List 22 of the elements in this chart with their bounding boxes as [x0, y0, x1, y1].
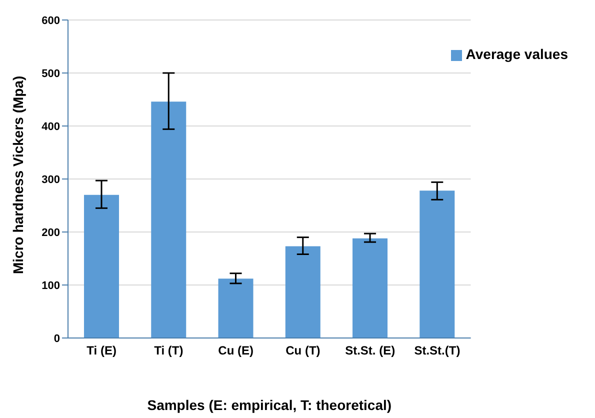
bar	[285, 246, 320, 338]
y-tick-label: 500	[42, 68, 60, 80]
y-tick-label: 600	[42, 14, 60, 27]
y-tick-label: 100	[42, 280, 60, 292]
y-tick-label: 0	[54, 332, 60, 345]
y-tick-label: 200	[42, 226, 60, 239]
bar	[84, 194, 119, 338]
x-tick-label: St.St. (E)	[345, 344, 396, 358]
x-tick-label: Cu (T)	[286, 344, 320, 358]
x-axis-title: Samples (E: empirical, T: theoretical)	[147, 397, 392, 413]
bar	[151, 102, 186, 338]
x-tick-label: Ti (E)	[86, 344, 116, 358]
bar	[218, 278, 254, 338]
x-tick-label: Ti (T)	[154, 344, 184, 358]
bar	[420, 190, 455, 338]
y-tick-label: 300	[42, 174, 60, 186]
y-tick-label: 400	[42, 120, 60, 133]
legend-label: Average values	[466, 46, 568, 62]
y-axis-title: Micro hardness Vickers (Mpa)	[10, 76, 26, 274]
bar	[352, 238, 388, 338]
x-tick-label: Cu (E)	[218, 344, 254, 358]
x-tick-label: St.St.(T)	[414, 344, 460, 358]
